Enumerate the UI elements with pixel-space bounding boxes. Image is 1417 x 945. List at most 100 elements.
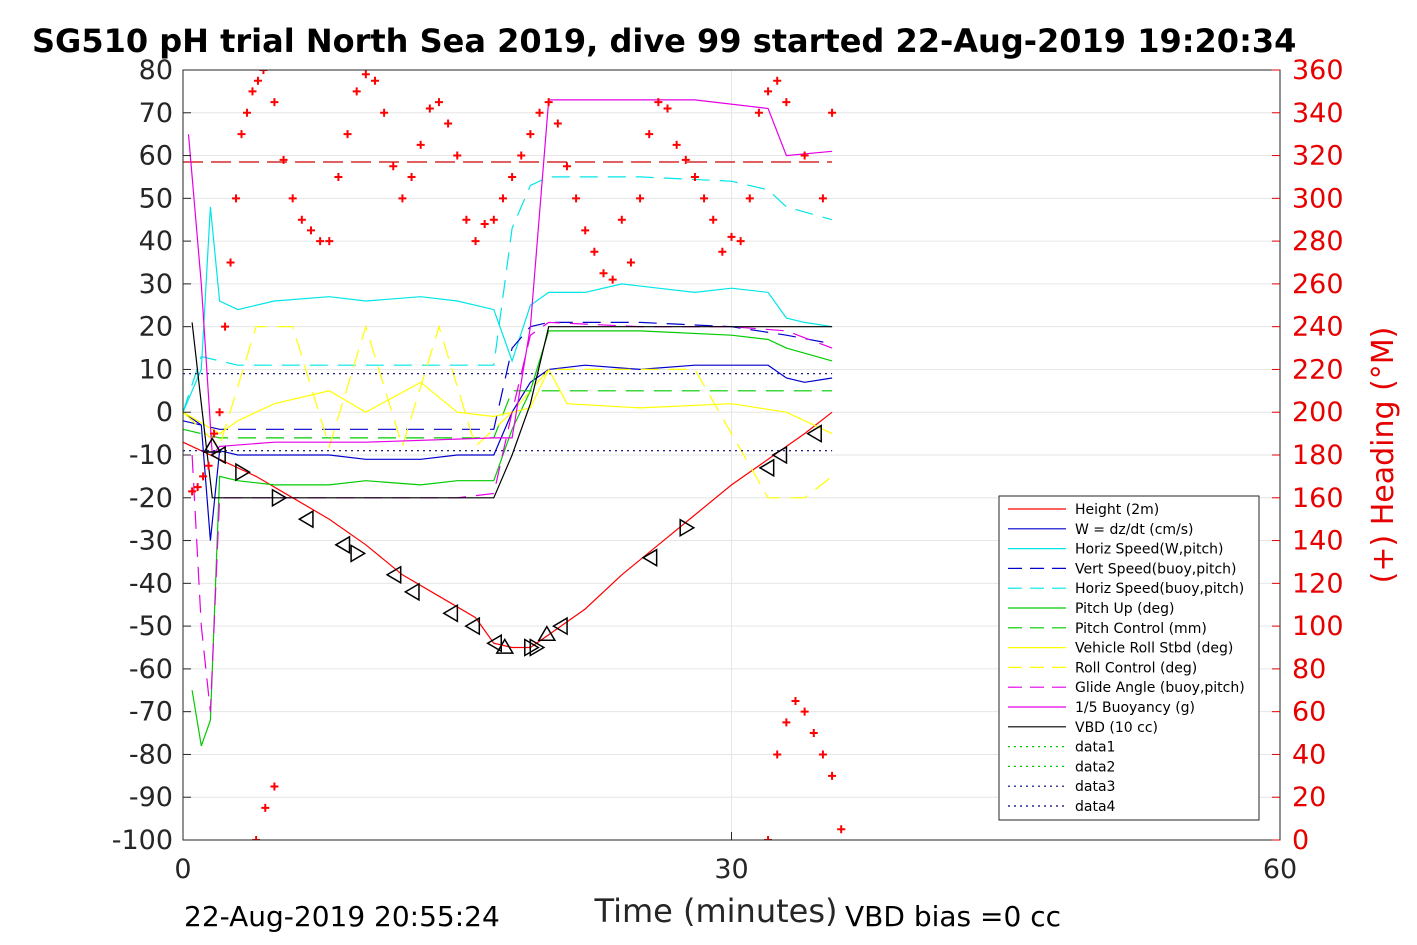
y-tick-label: -60: [129, 654, 173, 685]
y2-tick-label: 240: [1292, 312, 1344, 343]
heading-point: [279, 155, 288, 164]
heading-point: [654, 98, 663, 107]
legend-entry: W = dz/dt (cm/s): [1075, 522, 1194, 538]
depth-marker: [464, 616, 481, 636]
heading-point: [800, 151, 809, 160]
series-line: [183, 368, 833, 435]
heading-point: [248, 87, 257, 96]
depth-marker: [529, 638, 546, 657]
heading-point: [226, 258, 235, 267]
y-tick-label: -90: [129, 782, 173, 813]
heading-point: [709, 215, 718, 224]
depth-marker: [758, 458, 775, 478]
y2-axis-label: (+) Heading (°M): [1366, 327, 1401, 584]
heading-point: [626, 258, 635, 267]
heading-point: [617, 215, 626, 224]
footer-vbd-bias: VBD bias =0 cc: [845, 900, 1061, 933]
heading-point: [700, 194, 709, 203]
y-tick-label: 10: [139, 354, 173, 385]
heading-point: [370, 76, 379, 85]
heading-point: [462, 215, 471, 224]
heading-point: [259, 70, 268, 74]
legend-entry: Height (2m): [1075, 502, 1159, 518]
heading-point: [193, 483, 202, 492]
legend-box: [998, 495, 1260, 821]
legend: Height (2m) W = dz/dt (cm/s) Horiz Speed(W…: [998, 495, 1260, 821]
heading-point: [636, 194, 645, 203]
legend-entry: data4: [1075, 799, 1116, 815]
depth-markers: [202, 424, 822, 657]
footer-timestamp: 22-Aug-2019 20:55:24: [184, 900, 500, 933]
chart-title: SG510 pH trial North Sea 2019, dive 99 s…: [32, 22, 1296, 60]
y-tick-label: -50: [129, 611, 173, 642]
heading-point: [498, 194, 507, 203]
heading-point: [754, 108, 763, 117]
heading-point: [325, 237, 334, 246]
heading-point: [480, 220, 489, 228]
heading-point: [398, 194, 407, 203]
y-tick-label: 30: [139, 269, 173, 300]
y-axis-left: 80 70 60 50 40 30 20 10 0 -10 -20 -30 -40 -50 -60 -70 -8…: [112, 55, 191, 856]
y-tick-label: 0: [156, 397, 173, 428]
y-tick-label: -10: [129, 440, 173, 471]
heading-point: [800, 707, 809, 716]
depth-marker: [806, 424, 822, 443]
depth-marker: [524, 638, 540, 657]
heading-point: [764, 836, 773, 840]
heading-point: [526, 130, 535, 139]
heading-point: [608, 275, 617, 284]
heading-point: [232, 194, 241, 203]
y-tick-label: -20: [129, 483, 173, 514]
depth-marker: [442, 603, 459, 623]
depth-marker: [495, 638, 515, 654]
series-line: [191, 322, 833, 499]
heading-point: [306, 226, 315, 235]
heading-point: [782, 98, 791, 107]
heading-point: [316, 237, 325, 246]
heading-point: [599, 269, 608, 278]
depth-marker: [271, 488, 288, 508]
heading-point: [434, 98, 443, 107]
heading-point: [261, 803, 270, 812]
y2-tick-label: 360: [1292, 55, 1344, 86]
heading-point: [252, 836, 261, 840]
heading-point: [764, 87, 773, 96]
heading-point: [508, 172, 517, 181]
legend-entry: 1/5 Buoyancy (g): [1075, 700, 1195, 716]
legend-entry: data3: [1075, 779, 1115, 795]
y2-tick-label: 120: [1292, 568, 1344, 599]
depth-marker: [334, 535, 351, 555]
legend-entry: VBD (10 cc): [1075, 720, 1158, 736]
legend-entry: Vert Speed(buoy,pitch): [1075, 561, 1237, 577]
heading-point: [517, 151, 526, 160]
series-line: [183, 176, 833, 413]
heading-point: [210, 429, 219, 438]
heading-point: [837, 825, 846, 834]
y-tick-label: -30: [129, 526, 173, 557]
y2-tick-label: 20: [1292, 782, 1326, 813]
heading-point: [581, 226, 590, 235]
heading-point: [380, 108, 389, 117]
x-tick-label: 30: [714, 854, 748, 885]
y2-tick-label: 340: [1292, 98, 1344, 129]
y-tick-label: 20: [139, 312, 173, 343]
heading-point: [645, 130, 654, 139]
heading-point: [288, 194, 297, 203]
depth-marker: [202, 436, 222, 453]
series-line: [183, 321, 833, 430]
heading-point: [361, 70, 370, 79]
heading-point: [663, 104, 672, 113]
heading-point: [818, 194, 827, 203]
heading-point: [828, 771, 837, 780]
heading-points: [188, 70, 846, 840]
legend-entry: Vehicle Roll Stbd (deg): [1075, 641, 1233, 657]
y2-tick-label: 140: [1292, 526, 1344, 557]
legend-entry: Roll Control (deg): [1075, 660, 1197, 676]
heading-point: [553, 119, 562, 128]
heading-point: [590, 247, 599, 256]
heading-point: [773, 76, 782, 85]
y2-tick-label: 220: [1292, 354, 1344, 385]
y2-tick-label: 160: [1292, 483, 1344, 514]
series-line: [183, 411, 833, 649]
depth-marker: [551, 616, 568, 636]
